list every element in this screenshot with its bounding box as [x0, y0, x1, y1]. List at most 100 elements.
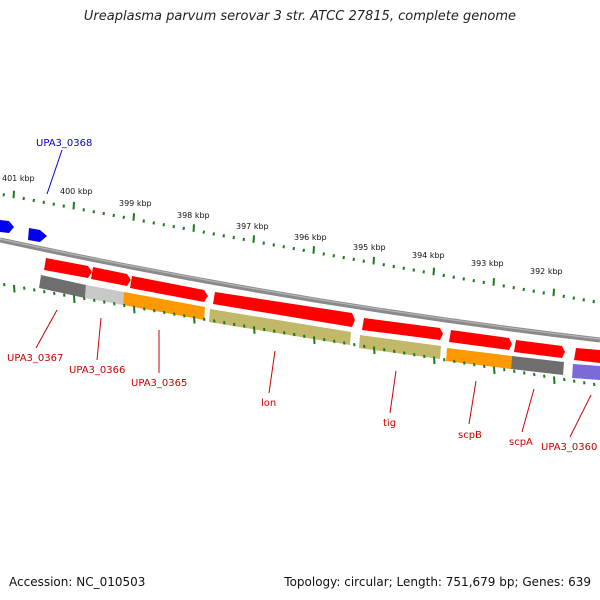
outer-tick [552, 288, 555, 297]
kbp-label: 392 kbp [530, 267, 563, 276]
label-UPA3_0368[interactable]: UPA3_0368 [36, 138, 92, 149]
gene-blue-arrow-1[interactable] [0, 220, 14, 233]
inner-tick [393, 349, 396, 354]
outer-tick [472, 279, 475, 283]
outer-tick [542, 291, 545, 295]
leader-UPA3_0367 [35, 309, 58, 349]
inner-tick [203, 317, 206, 321]
kbp-label: 399 kbp [119, 199, 152, 208]
label-UPA3_0366[interactable]: UPA3_0366 [69, 365, 125, 376]
outer-tick [502, 284, 505, 288]
gene-red-3[interactable] [130, 276, 208, 302]
gene-red-6[interactable] [449, 330, 512, 350]
outer-tick [382, 263, 385, 267]
inner-tick [13, 284, 16, 293]
gene-lon[interactable] [209, 309, 351, 345]
outer-tick [92, 210, 95, 214]
gene-scpA[interactable] [511, 356, 564, 375]
outer-tick [122, 215, 125, 219]
inner-tick [283, 331, 286, 335]
gene-red-8[interactable] [574, 348, 600, 363]
gene-UPA3_0366[interactable] [85, 285, 124, 305]
outer-tick [272, 243, 275, 247]
outer-tick [302, 248, 305, 253]
inner-tick [503, 367, 506, 372]
inner-tick [553, 376, 556, 384]
kbp-label: 398 kbp [177, 211, 210, 220]
inner-tick [433, 356, 436, 365]
outer-tick [232, 235, 235, 240]
inner-tick [373, 346, 376, 355]
gene-red-1[interactable] [44, 258, 92, 278]
gene-UPA3_0365[interactable] [123, 292, 205, 320]
gene-red-4[interactable] [213, 292, 355, 327]
gene-tig[interactable] [359, 335, 441, 359]
outer-tick [482, 280, 485, 285]
gene-scpB[interactable] [446, 348, 512, 369]
inner-tick [363, 344, 366, 349]
inner-tick [353, 343, 356, 347]
gene-red-2[interactable] [91, 267, 131, 286]
forward-strand-genes [0, 220, 47, 242]
label-UPA3_0365[interactable]: UPA3_0365 [131, 378, 187, 389]
inner-tick [423, 354, 426, 359]
gene-red-7[interactable] [514, 340, 565, 358]
outer-tick [392, 264, 395, 269]
kbp-label: 396 kbp [294, 233, 327, 242]
outer-tick [292, 246, 295, 251]
outer-tick [342, 255, 345, 260]
inner-tick [303, 334, 306, 338]
outer-tick [362, 259, 365, 263]
gene-UPA3_0367[interactable] [39, 275, 86, 298]
leader-UPA3_0366 [96, 317, 102, 361]
label-UPA3_0360[interactable]: UPA3_0360 [541, 442, 597, 453]
gene-blue-arrow-2[interactable] [28, 228, 47, 242]
label-scpB[interactable]: scpB [458, 430, 482, 441]
inner-tick [23, 286, 26, 290]
lower-gene-row [39, 275, 600, 380]
gene-labels: UPA3_0368 UPA3_0367 UPA3_0366 UPA3_0365 … [7, 138, 597, 453]
outer-tick [62, 204, 65, 208]
leader-scpA [521, 388, 535, 433]
label-tig[interactable]: tig [383, 418, 396, 429]
inner-tick [133, 305, 136, 314]
inner-tick [263, 327, 266, 332]
gene-UPA3_0360[interactable] [572, 364, 600, 380]
label-UPA3_0367[interactable]: UPA3_0367 [7, 353, 63, 364]
label-scpA[interactable]: scpA [509, 437, 533, 448]
outer-tick [452, 275, 455, 279]
inner-tick [583, 381, 586, 385]
outer-tick [162, 223, 165, 227]
outer-tick [582, 298, 585, 302]
outer-tick [432, 267, 435, 276]
outer-tick [22, 196, 25, 201]
inner-tick [143, 307, 146, 311]
kbp-label: 400 kbp [60, 187, 93, 196]
outer-tick [462, 277, 465, 281]
outer-tick [352, 257, 355, 262]
label-lon[interactable]: lon [261, 398, 276, 409]
outer-tick [412, 268, 415, 272]
gene-red-5[interactable] [362, 318, 443, 340]
inner-tick [243, 324, 246, 328]
inner-tick [63, 293, 66, 297]
outer-tick [372, 256, 375, 265]
outer-tick [142, 219, 145, 223]
inner-tick [163, 310, 166, 315]
outer-tick [12, 190, 15, 199]
inner-tick [523, 371, 526, 375]
kbp-label: 394 kbp [412, 251, 445, 260]
inner-tick [53, 291, 56, 296]
inner-tick [483, 364, 486, 369]
outer-tick [212, 232, 215, 236]
inner-tick [453, 359, 456, 364]
inner-tick [3, 283, 6, 287]
outer-tick [242, 237, 245, 242]
outer-tick [442, 273, 445, 278]
map-title: Ureaplasma parvum serovar 3 str. ATCC 27… [83, 9, 517, 24]
inner-tick [103, 300, 106, 304]
outer-tick-ring [2, 190, 595, 304]
inner-tick [193, 316, 196, 324]
inner-tick [33, 288, 36, 292]
inner-tick [543, 374, 546, 378]
